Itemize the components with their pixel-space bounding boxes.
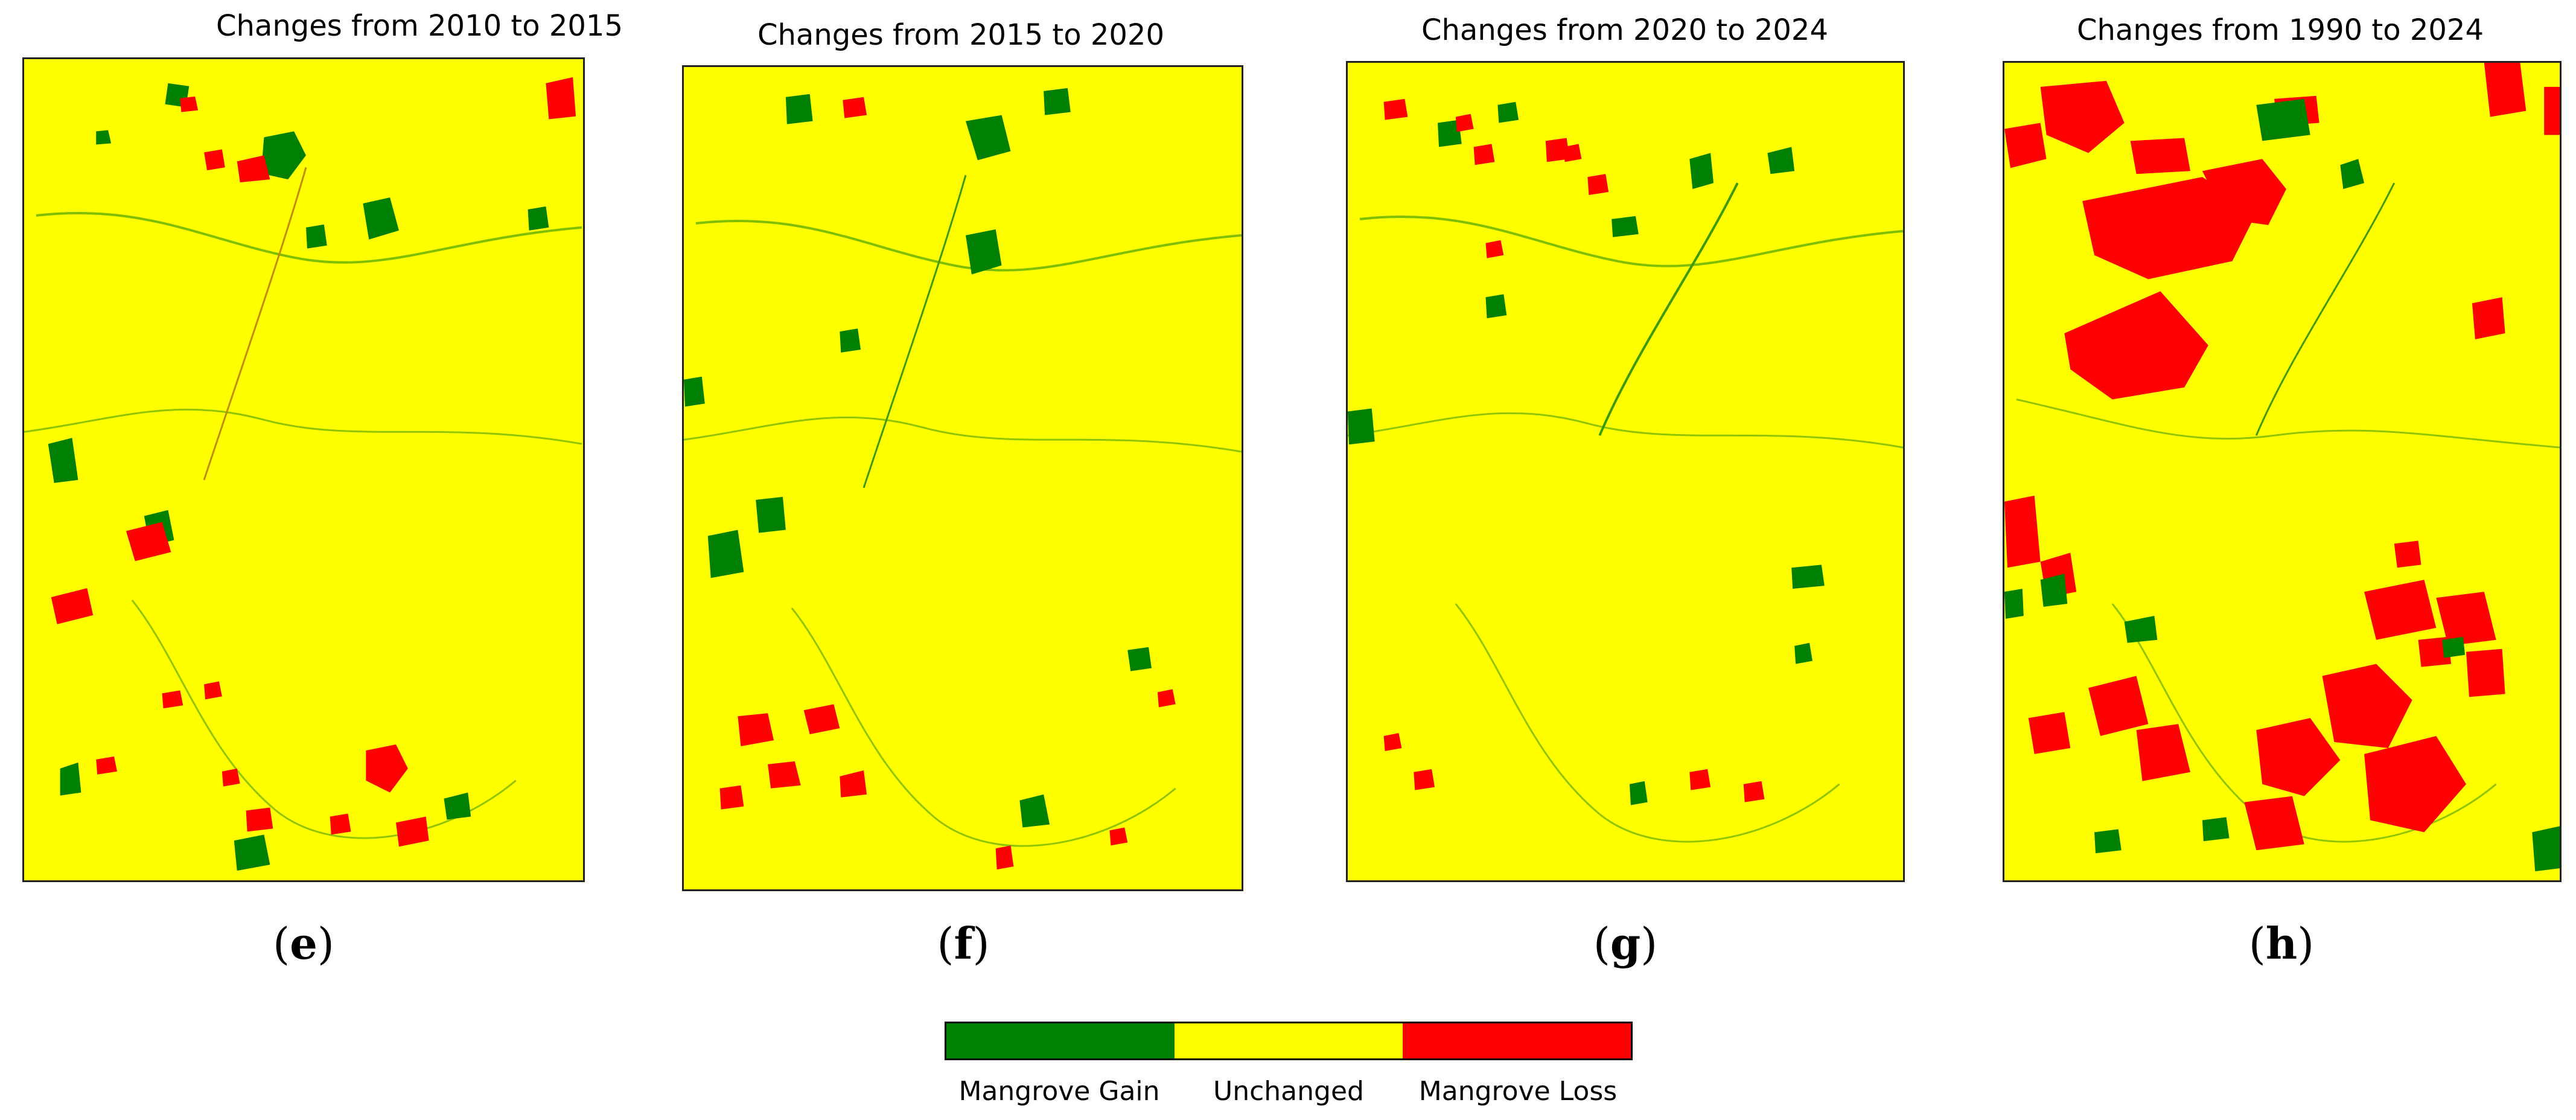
panel-title-g: Changes from 2020 to 2024: [1421, 13, 1828, 47]
legend-colorbar: [945, 1022, 1633, 1060]
change-map-h: [2003, 61, 2562, 882]
change-map-f: [682, 65, 1243, 891]
panel-title-h: Changes from 1990 to 2024: [2076, 13, 2484, 47]
legend-swatch-gain: [946, 1023, 1175, 1058]
panel-title-f: Changes from 2015 to 2020: [757, 18, 1164, 52]
change-map-f-graphic: [684, 88, 1242, 870]
change-map-h-graphic: [2004, 63, 2560, 872]
panel-label-f: (f): [937, 918, 990, 969]
legend-swatch-loss: [1403, 1023, 1631, 1058]
panel-label-h: (h): [2248, 918, 2315, 969]
change-map-g: [1346, 61, 1905, 882]
panel-label-e: (e): [273, 918, 334, 969]
legend-label-loss: Mangrove Loss: [1418, 1076, 1618, 1107]
change-map-e-graphic: [24, 77, 582, 871]
change-map-g-graphic: [1348, 98, 1903, 843]
legend-label-gain: Mangrove Gain: [958, 1076, 1160, 1107]
panel-label-g: (g): [1593, 918, 1658, 969]
legend-label-unchanged: Unchanged: [1213, 1076, 1364, 1107]
panel-title-e: Changes from 2010 to 2015: [215, 9, 623, 43]
legend-swatch-unchanged: [1175, 1023, 1403, 1058]
change-map-e: [22, 57, 585, 882]
